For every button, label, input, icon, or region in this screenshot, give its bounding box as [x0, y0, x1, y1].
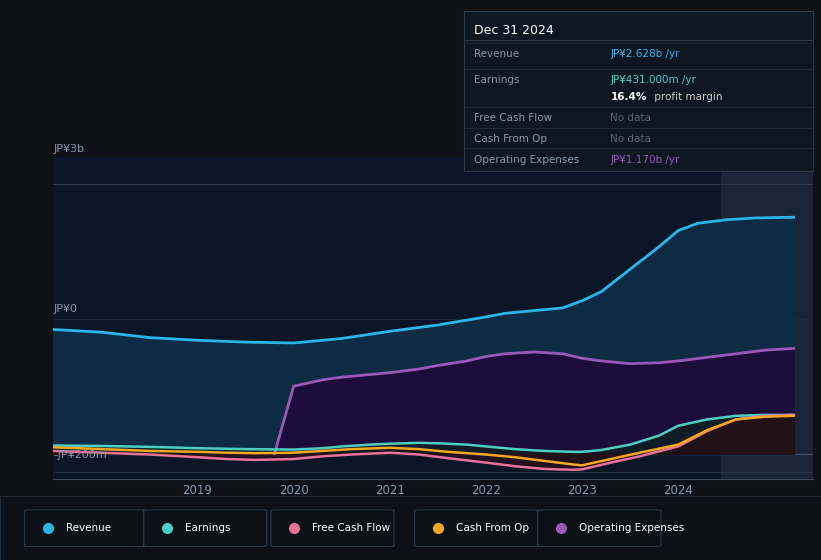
Text: No data: No data: [610, 134, 651, 144]
Text: JP¥2.628b /yr: JP¥2.628b /yr: [610, 49, 680, 59]
Text: 16.4%: 16.4%: [610, 92, 647, 102]
Bar: [722, 157, 813, 479]
Text: Free Cash Flow: Free Cash Flow: [312, 523, 390, 533]
Text: Earnings: Earnings: [475, 75, 520, 85]
FancyBboxPatch shape: [144, 510, 267, 547]
Text: -JP¥200m: -JP¥200m: [53, 450, 107, 460]
Text: No data: No data: [610, 113, 651, 123]
Text: Cash From Op: Cash From Op: [475, 134, 548, 144]
FancyBboxPatch shape: [415, 510, 538, 547]
Text: JP¥0: JP¥0: [53, 304, 77, 314]
Text: profit margin: profit margin: [650, 92, 722, 102]
Text: Revenue: Revenue: [475, 49, 520, 59]
Text: Free Cash Flow: Free Cash Flow: [475, 113, 553, 123]
Text: JP¥3b: JP¥3b: [53, 144, 85, 154]
Text: Earnings: Earnings: [185, 523, 230, 533]
Text: Cash From Op: Cash From Op: [456, 523, 529, 533]
FancyBboxPatch shape: [538, 510, 661, 547]
Text: JP¥1.170b /yr: JP¥1.170b /yr: [610, 155, 680, 165]
Text: Operating Expenses: Operating Expenses: [475, 155, 580, 165]
Text: Revenue: Revenue: [66, 523, 111, 533]
FancyBboxPatch shape: [271, 510, 394, 547]
Text: JP¥431.000m /yr: JP¥431.000m /yr: [610, 75, 696, 85]
Text: Operating Expenses: Operating Expenses: [579, 523, 684, 533]
Text: Dec 31 2024: Dec 31 2024: [475, 24, 554, 37]
FancyBboxPatch shape: [25, 510, 148, 547]
